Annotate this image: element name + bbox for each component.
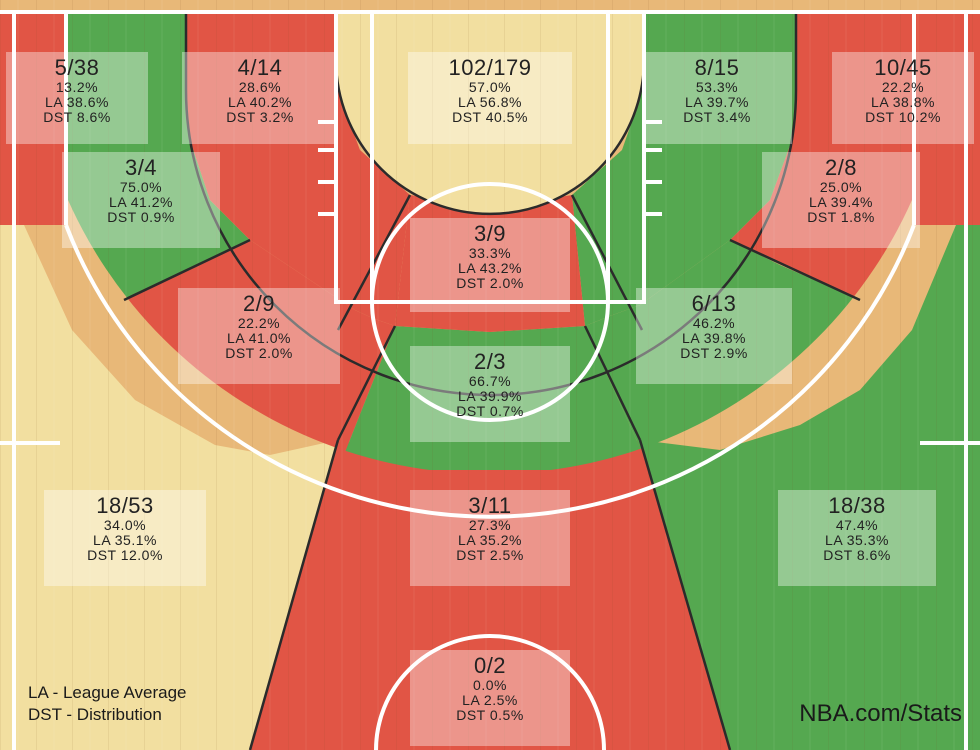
zone-label-right-paint-side: 2/8 25.0% LA 39.4% DST 1.8%	[762, 152, 920, 248]
field-goal-pct: 22.2%	[881, 79, 925, 95]
field-goal-pct: 46.2%	[692, 315, 736, 331]
distribution: DST 40.5%	[452, 109, 528, 125]
league-average: LA 38.8%	[871, 94, 935, 110]
shots-made-attempted: 2/8	[824, 155, 858, 180]
distribution: DST 12.0%	[87, 547, 163, 563]
field-goal-pct: 25.0%	[819, 179, 863, 195]
legend: LA - League Average DST - Distribution	[28, 682, 187, 726]
zone-label-right-mid-baseline: 8/15 53.3% LA 39.7% DST 3.4%	[642, 52, 792, 144]
field-goal-pct: 27.3%	[468, 517, 512, 533]
distribution: DST 3.2%	[226, 109, 294, 125]
shots-made-attempted: 18/53	[96, 493, 154, 518]
zone-label-left-corner-3: 5/38 13.2% LA 38.6% DST 8.6%	[6, 52, 148, 144]
league-average: LA 35.2%	[458, 532, 522, 548]
court-lines	[0, 10, 980, 750]
league-average: LA 41.0%	[227, 330, 291, 346]
league-average: LA 40.2%	[228, 94, 292, 110]
league-average: LA 39.7%	[685, 94, 749, 110]
distribution: DST 8.6%	[823, 547, 891, 563]
zone-label-left-wing-mid: 2/9 22.2% LA 41.0% DST 2.0%	[178, 288, 340, 384]
field-goal-pct: 75.0%	[119, 179, 163, 195]
shots-made-attempted: 8/15	[694, 55, 740, 80]
field-goal-pct: 13.2%	[55, 79, 99, 95]
distribution: DST 3.4%	[683, 109, 751, 125]
league-average: LA 35.1%	[93, 532, 157, 548]
zone-label-left-wing-3: 18/53 34.0% LA 35.1% DST 12.0%	[44, 490, 206, 586]
league-average: LA 38.6%	[45, 94, 109, 110]
league-average: LA 56.8%	[458, 94, 522, 110]
shots-made-attempted: 6/13	[691, 291, 737, 316]
distribution: DST 2.0%	[225, 345, 293, 361]
zone-label-center-mid: 2/3 66.7% LA 39.9% DST 0.7%	[410, 346, 570, 442]
field-goal-pct: 34.0%	[103, 517, 147, 533]
zone-label-left-mid-baseline: 4/14 28.6% LA 40.2% DST 3.2%	[182, 52, 338, 144]
distribution: DST 2.9%	[680, 345, 748, 361]
field-goal-pct: 66.7%	[468, 373, 512, 389]
distribution: DST 1.8%	[807, 209, 875, 225]
field-goal-pct: 22.2%	[237, 315, 281, 331]
distribution: DST 8.6%	[43, 109, 111, 125]
league-average: LA 39.9%	[458, 388, 522, 404]
shots-made-attempted: 5/38	[54, 55, 100, 80]
field-goal-pct: 47.4%	[835, 517, 879, 533]
distribution: DST 0.9%	[107, 209, 175, 225]
shots-made-attempted: 102/179	[448, 55, 532, 80]
zone-label-left-paint-side: 3/4 75.0% LA 41.2% DST 0.9%	[62, 152, 220, 248]
distribution: DST 0.7%	[456, 403, 524, 419]
league-average: LA 35.3%	[825, 532, 889, 548]
distribution: DST 0.5%	[456, 707, 524, 723]
league-average: LA 41.2%	[109, 194, 173, 210]
legend-league-average: LA - League Average	[28, 683, 187, 702]
field-goal-pct: 53.3%	[695, 79, 739, 95]
zone-label-restricted-area: 102/179 57.0% LA 56.8% DST 40.5%	[408, 52, 572, 144]
zone-label-right-wing-3: 18/38 47.4% LA 35.3% DST 8.6%	[778, 490, 936, 586]
shots-made-attempted: 3/11	[468, 493, 512, 518]
brand-watermark: NBA.com/Stats	[799, 700, 962, 727]
field-goal-pct: 57.0%	[468, 79, 512, 95]
league-average: LA 2.5%	[462, 692, 518, 708]
shots-made-attempted: 3/4	[124, 155, 158, 180]
distribution: DST 2.0%	[456, 275, 524, 291]
distribution: DST 2.5%	[456, 547, 524, 563]
field-goal-pct: 28.6%	[238, 79, 282, 95]
shots-made-attempted: 0/2	[473, 653, 507, 678]
shots-made-attempted: 4/14	[237, 55, 283, 80]
league-average: LA 39.8%	[682, 330, 746, 346]
shots-made-attempted: 2/3	[473, 349, 507, 374]
zone-label-paint-non-ra: 3/9 33.3% LA 43.2% DST 2.0%	[410, 218, 570, 312]
zone-label-backcourt: 0/2 0.0% LA 2.5% DST 0.5%	[410, 650, 570, 746]
field-goal-pct: 0.0%	[473, 677, 507, 693]
league-average: LA 39.4%	[809, 194, 873, 210]
shots-made-attempted: 18/38	[828, 493, 886, 518]
shots-made-attempted: 3/9	[473, 221, 507, 246]
legend-distribution: DST - Distribution	[28, 705, 162, 724]
zone-label-right-wing-mid: 6/13 46.2% LA 39.8% DST 2.9%	[636, 288, 792, 384]
shots-made-attempted: 2/9	[242, 291, 276, 316]
distribution: DST 10.2%	[865, 109, 941, 125]
zone-label-right-corner-3: 10/45 22.2% LA 38.8% DST 10.2%	[832, 52, 974, 144]
field-goal-pct: 33.3%	[468, 245, 512, 261]
league-average: LA 43.2%	[458, 260, 522, 276]
zone-label-center-3: 3/11 27.3% LA 35.2% DST 2.5%	[410, 490, 570, 586]
shots-made-attempted: 10/45	[874, 55, 932, 80]
